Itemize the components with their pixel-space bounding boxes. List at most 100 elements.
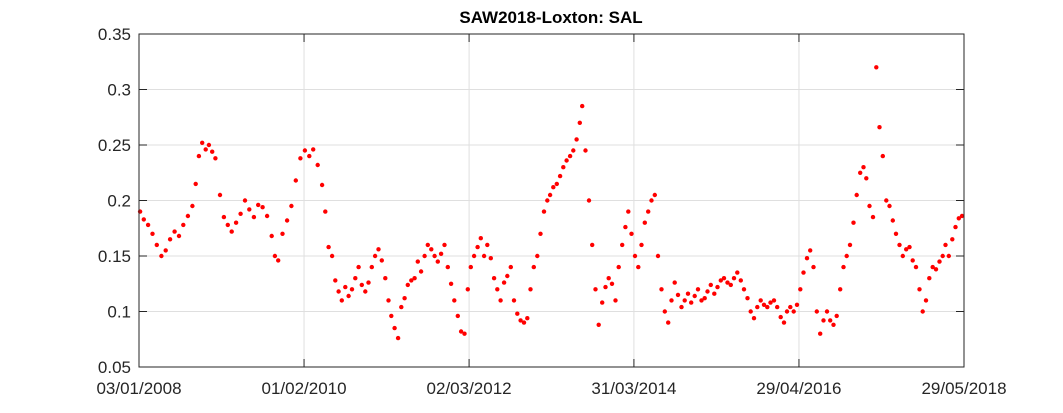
data-point	[861, 165, 866, 170]
data-point	[256, 202, 261, 208]
data-point	[435, 259, 440, 264]
data-point	[185, 213, 191, 219]
x-tick-label: 03/01/2008	[96, 379, 181, 398]
data-point	[699, 298, 704, 303]
data-point	[636, 264, 641, 270]
data-point	[626, 209, 631, 214]
y-tick-label: 0.15	[98, 247, 131, 266]
data-point	[525, 316, 530, 321]
data-point	[481, 253, 487, 259]
data-point	[193, 181, 198, 187]
data-point	[600, 300, 605, 305]
data-point	[854, 192, 859, 198]
data-point	[462, 331, 467, 336]
data-point	[893, 231, 899, 236]
data-point	[758, 298, 763, 303]
data-point	[172, 229, 177, 234]
data-point	[221, 214, 227, 220]
data-point	[545, 198, 550, 203]
data-point	[804, 256, 810, 261]
data-point	[379, 258, 384, 263]
data-point	[196, 153, 202, 159]
data-points	[137, 65, 965, 341]
data-point	[323, 209, 328, 214]
data-point	[672, 280, 677, 285]
data-point	[247, 207, 252, 212]
data-point	[284, 218, 290, 223]
data-point	[943, 242, 948, 248]
data-point	[264, 213, 270, 219]
data-point	[808, 248, 813, 253]
data-point	[735, 270, 740, 275]
data-point	[712, 291, 717, 296]
data-point	[669, 298, 674, 303]
data-point	[521, 320, 527, 325]
data-point	[768, 300, 773, 305]
data-point	[181, 222, 186, 228]
data-point	[343, 284, 348, 290]
data-point	[363, 289, 368, 294]
data-point	[728, 282, 733, 288]
data-point	[471, 253, 477, 259]
data-point	[838, 287, 843, 292]
data-point	[452, 298, 457, 303]
data-point	[425, 242, 430, 248]
data-point	[586, 198, 592, 203]
data-point	[567, 153, 573, 159]
data-point	[828, 318, 833, 323]
y-tick-label: 0.1	[107, 303, 131, 322]
data-point	[418, 269, 424, 274]
data-point	[465, 287, 470, 292]
data-point	[841, 264, 846, 270]
data-point	[867, 203, 872, 209]
data-point	[755, 304, 760, 310]
data-point	[655, 253, 661, 259]
data-point	[251, 214, 257, 220]
data-point	[311, 147, 316, 152]
data-point	[508, 264, 513, 270]
data-point	[280, 231, 285, 236]
x-tick-label: 02/03/2012	[427, 379, 512, 398]
data-point	[811, 264, 816, 270]
data-point	[505, 273, 510, 279]
data-point	[659, 287, 664, 292]
data-point	[392, 325, 397, 331]
data-point	[870, 214, 876, 220]
data-point	[442, 242, 447, 248]
data-point	[511, 298, 517, 303]
data-point	[937, 259, 942, 264]
data-point	[920, 309, 925, 314]
data-point	[233, 220, 239, 225]
data-point	[751, 316, 757, 321]
data-point	[415, 259, 420, 264]
data-point	[897, 242, 902, 248]
data-point	[538, 231, 543, 236]
data-point	[603, 284, 608, 290]
data-point	[190, 203, 195, 209]
data-point	[154, 242, 159, 248]
data-point	[150, 231, 155, 236]
data-point	[904, 247, 909, 252]
data-point	[307, 153, 312, 159]
data-point	[269, 233, 274, 239]
y-tick-label: 0.05	[98, 358, 131, 377]
data-point	[206, 142, 212, 148]
data-point	[349, 287, 355, 292]
data-point	[531, 264, 536, 270]
data-point	[923, 298, 929, 303]
data-point	[623, 224, 628, 230]
y-tick-label: 0.2	[107, 192, 131, 211]
data-point	[432, 253, 437, 259]
data-point	[336, 289, 341, 294]
data-point	[874, 65, 879, 70]
data-point	[642, 220, 647, 225]
data-point	[956, 216, 961, 221]
data-point	[200, 140, 205, 145]
data-point	[771, 298, 777, 303]
data-point	[518, 318, 523, 323]
data-point	[887, 203, 892, 209]
data-point	[445, 264, 450, 270]
data-point	[402, 296, 407, 301]
data-point	[272, 253, 278, 259]
